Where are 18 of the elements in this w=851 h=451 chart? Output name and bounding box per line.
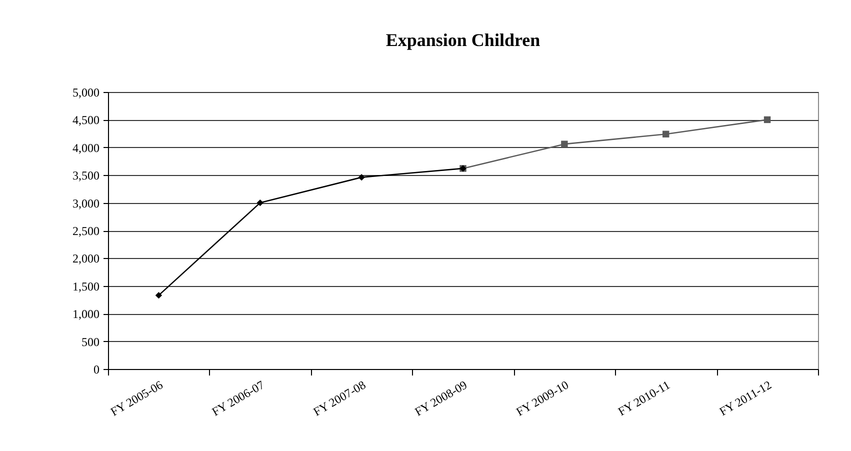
chart-title: Expansion Children [386,30,540,50]
y-tick-label: 4,500 [72,113,100,128]
y-tick-label: 2,000 [72,252,100,266]
point [764,116,771,124]
point [155,292,162,299]
point [561,140,568,148]
point [662,130,670,138]
y-tick-label: 1,500 [72,279,100,294]
y-tick-label: 500 [82,334,100,349]
y-tick-label: 0 [94,362,100,376]
y-tick-label: 1,000 [72,307,100,322]
point [256,199,264,206]
y-tick-label: 3,000 [72,196,100,210]
point [358,174,365,181]
y-tick-label: 2,500 [72,224,100,238]
y-tick-label: 3,500 [72,168,100,183]
y-tick-label: 5,000 [72,86,100,100]
y-tick-label: 4,000 [72,140,100,155]
